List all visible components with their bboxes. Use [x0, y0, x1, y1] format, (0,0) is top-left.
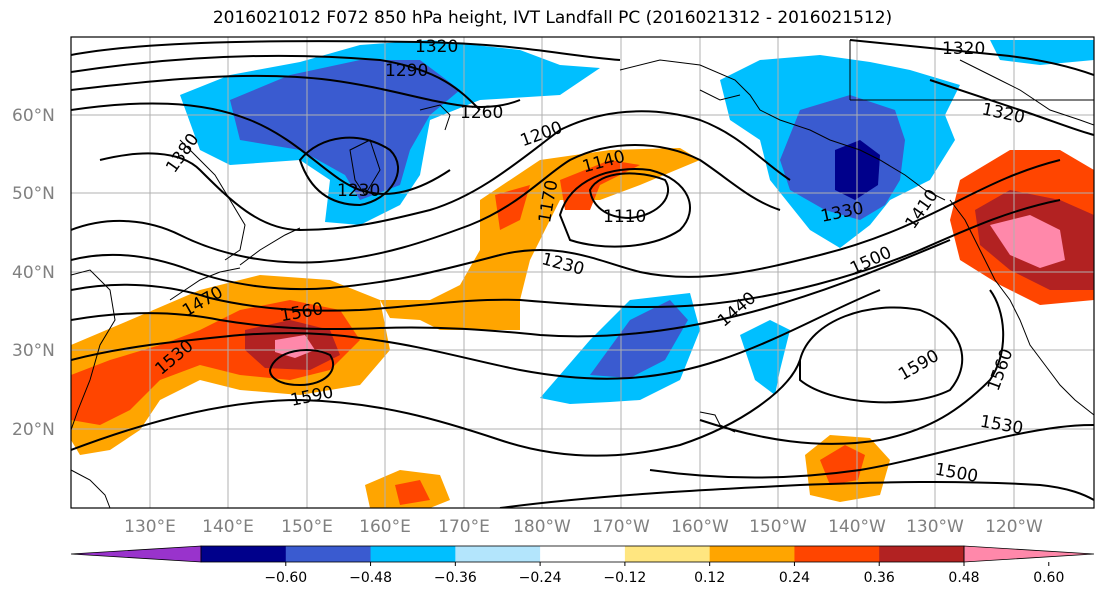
positive-core-south-central: [395, 480, 430, 505]
height-contours: [71, 39, 1094, 508]
colorbar-tick-label: 0.60: [1033, 570, 1064, 586]
graticule: [71, 37, 1094, 508]
lat-label: 60°N: [12, 106, 55, 126]
latitude-labels: 60°N 50°N 40°N 30°N 20°N: [12, 106, 55, 440]
colorbar-extension-low: [70, 545, 202, 563]
positive-core-jet-2: [560, 160, 640, 210]
positive-core-southeast: [820, 445, 865, 485]
colorbar-segment: [540, 546, 626, 562]
colorbar-extension-high: [963, 545, 1095, 563]
negative-core-subtropical: [590, 300, 688, 378]
longitude-labels: 130°E 140°E 150°E 160°E 170°E 180°W 170°…: [124, 517, 1043, 537]
colorbar-tick-label: −0.48: [349, 570, 392, 586]
lon-label: 150°W: [749, 517, 807, 537]
lon-label: 170°W: [592, 517, 650, 537]
lon-label: 140°E: [202, 517, 254, 537]
lon-label: 180°W: [513, 517, 571, 537]
lon-label: 140°W: [828, 517, 886, 537]
positive-peak-subtropical-west: [275, 335, 315, 358]
colorbar-tick-label: 0.48: [948, 570, 979, 586]
colorbar-segment: [370, 546, 456, 562]
lon-label: 150°E: [281, 517, 333, 537]
colorbar-segment: [794, 546, 880, 562]
colorbar-tick-label: 0.24: [779, 570, 810, 586]
colorbar-segment: [285, 546, 372, 562]
colorbar-segment: [201, 546, 287, 562]
contour-label: 1320: [942, 39, 985, 59]
colorbar-segment: [879, 546, 965, 562]
plot-frame: [70, 36, 1095, 509]
colorbar-frame: [200, 545, 965, 563]
colorbar-tick-label: −0.36: [434, 570, 477, 586]
colorbar-tick-label: 0.12: [694, 570, 725, 586]
lat-label: 50°N: [12, 184, 55, 204]
contour-label: 1230: [337, 181, 380, 201]
colorbar-tick-label: −0.12: [603, 570, 646, 586]
figure-title: 2016021012 F072 850 hPa height, IVT Land…: [212, 8, 893, 28]
colorbar-tick-label: −0.24: [519, 570, 562, 586]
lon-label: 160°E: [359, 517, 411, 537]
lat-label: 40°N: [12, 263, 55, 283]
lon-label: 170°E: [438, 517, 490, 537]
negative-region-northeast: [990, 40, 1094, 65]
lon-label: 130°E: [124, 517, 176, 537]
lon-label: 120°W: [985, 517, 1043, 537]
colorbar-tick-label: 0.36: [864, 570, 895, 586]
colorbar: −0.60 −0.48 −0.36 −0.24 −0.12 0.12 0.24 0.36 0.4…: [70, 545, 1095, 586]
lat-label: 20°N: [12, 420, 55, 440]
positive-region-jet: [380, 148, 700, 330]
contour-label: 1320: [415, 37, 458, 57]
positive-peak-west-coast: [990, 215, 1065, 268]
contour-label: 1260: [460, 103, 503, 123]
negative-core-west-pacific: [230, 60, 460, 200]
colorbar-segment: [624, 546, 711, 562]
colorbar-tick-label: −0.60: [264, 570, 307, 586]
contour-label: 1290: [385, 61, 428, 81]
lon-label: 160°W: [671, 517, 729, 537]
lat-label: 30°N: [12, 341, 55, 361]
contour-label: 1110: [603, 207, 646, 227]
lon-label: 130°W: [906, 517, 964, 537]
colorbar-segment: [709, 546, 795, 562]
colorbar-segment: [455, 546, 541, 562]
